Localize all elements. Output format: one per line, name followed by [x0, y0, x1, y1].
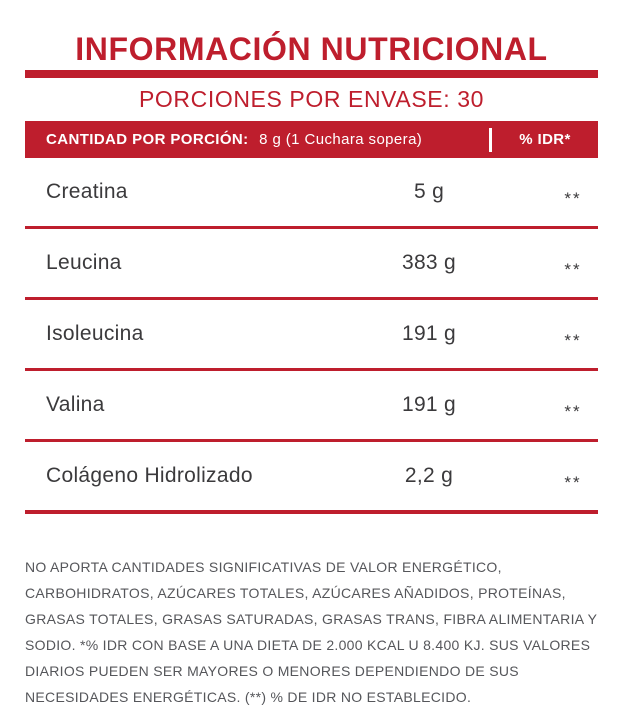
footnote-text: NO APORTA CANTIDADES SIGNIFICATIVAS DE V…: [25, 559, 598, 705]
nutrient-name: Valina: [46, 393, 105, 416]
amount-per-serving-label: CANTIDAD POR PORCIÓN:: [46, 131, 249, 148]
nutrient-name: Isoleucina: [46, 322, 144, 345]
nutrient-amount: 191 g: [401, 393, 457, 416]
nutrient-idr-value: **: [564, 473, 582, 492]
table-row: Isoleucina 191 g **: [25, 300, 598, 371]
nutrient-name: Colágeno Hidrolizado: [46, 464, 253, 487]
nutrient-amount: 2,2 g: [404, 464, 454, 487]
nutrient-name: Leucina: [46, 251, 122, 274]
table-header-bar: CANTIDAD POR PORCIÓN: 8 g (1 Cuchara sop…: [25, 121, 598, 158]
nutrient-idr-value: **: [564, 331, 582, 350]
nutrient-amount: 5 g: [413, 180, 445, 203]
nutrient-idr-value: **: [564, 402, 582, 421]
table-row: Colágeno Hidrolizado 2,2 g **: [25, 442, 598, 514]
title-divider-bar: [25, 70, 598, 78]
header-vertical-divider: [489, 127, 492, 152]
table-row: Leucina 383 g **: [25, 229, 598, 300]
table-row: Valina 191 g **: [25, 371, 598, 442]
amount-per-serving-value: 8 g (1 Cuchara sopera): [259, 131, 423, 148]
page-title: INFORMACIÓN NUTRICIONAL: [75, 31, 548, 67]
nutrient-amount: 191 g: [401, 322, 457, 345]
nutrient-amount: 383 g: [401, 251, 457, 274]
nutrient-idr-value: **: [564, 189, 582, 208]
idr-column-header: % IDR*: [519, 131, 571, 148]
servings-per-container: PORCIONES POR ENVASE: 30: [138, 86, 484, 112]
nutrient-name: Creatina: [46, 180, 128, 203]
nutrients-table: Creatina 5 g ** Leucina 383 g ** Isoleuc…: [25, 158, 598, 514]
amount-per-serving: CANTIDAD POR PORCIÓN: 8 g (1 Cuchara sop…: [25, 131, 489, 148]
nutrient-idr-value: **: [564, 260, 582, 279]
table-row: Creatina 5 g **: [25, 158, 598, 229]
